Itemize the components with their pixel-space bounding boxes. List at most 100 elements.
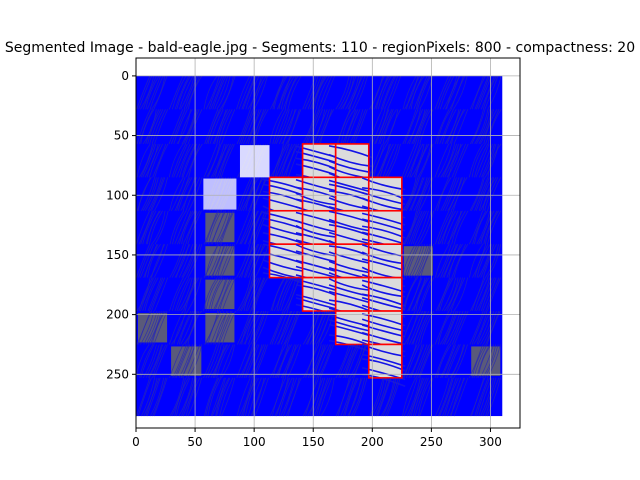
segment-stroke (187, 344, 203, 379)
segment-stroke (175, 344, 191, 379)
segment-stroke (245, 177, 260, 211)
segment-stroke (278, 344, 292, 378)
segment (270, 75, 302, 110)
segment-stroke (476, 210, 491, 245)
segment-stroke (174, 344, 189, 379)
segment-stroke (484, 75, 499, 110)
segment-stroke (309, 75, 324, 110)
segment-stroke (487, 75, 502, 110)
segment (236, 243, 269, 278)
segment-stroke (483, 210, 498, 245)
segment-stroke (136, 109, 151, 145)
segment-stroke (154, 143, 169, 178)
segment-stroke (173, 143, 188, 178)
y-tick-label: 150 (106, 248, 129, 262)
chart-title: Segmented Image - bald-eagle.jpg - Segme… (5, 40, 635, 56)
segment-stroke (405, 344, 420, 378)
segment-stroke (415, 177, 430, 211)
segment-stroke (309, 377, 324, 417)
segment-stroke (413, 177, 428, 211)
segment-stroke (349, 109, 364, 145)
segment-stroke (384, 143, 399, 178)
segment-stroke (486, 244, 501, 278)
segment-stroke (405, 75, 420, 110)
segment-stroke (254, 277, 269, 312)
segment-stroke (480, 277, 495, 312)
segment-stroke (203, 377, 218, 417)
segment-stroke (182, 377, 198, 417)
segment-stroke (402, 277, 417, 312)
segment-stroke (410, 377, 425, 417)
segment-stroke (382, 377, 397, 417)
segment-stroke (207, 109, 222, 145)
segment-stroke (417, 377, 432, 417)
segment-stroke (475, 109, 490, 145)
segment-stroke (380, 75, 395, 110)
segment (335, 377, 368, 417)
segment-stroke (219, 377, 234, 417)
segment-stroke (302, 310, 317, 345)
segment-stroke (469, 310, 484, 345)
segment-stroke (178, 344, 194, 379)
segment (470, 377, 501, 417)
segment-stroke (287, 344, 302, 379)
segment (401, 143, 434, 178)
segment-stroke (214, 310, 229, 345)
segment-stroke (434, 243, 450, 278)
segment-stroke (182, 210, 198, 245)
segment-stroke (349, 344, 364, 379)
segment-stroke (145, 75, 160, 110)
segment-stroke (282, 377, 297, 417)
segment-stroke (241, 244, 256, 278)
segment-stroke (307, 75, 322, 110)
segment-stroke (420, 210, 435, 245)
segment-stroke (437, 244, 452, 278)
segment-stroke (453, 210, 469, 245)
segment-stroke (351, 344, 366, 379)
segment-stroke (168, 310, 184, 345)
segment-stroke (406, 210, 421, 245)
segment-stroke (487, 109, 502, 145)
segment-stroke (404, 75, 419, 110)
segment-stroke (417, 75, 432, 110)
segment-stroke (441, 344, 456, 379)
segment-stroke (181, 143, 196, 178)
segment-stroke (150, 377, 165, 417)
segment-stroke (318, 310, 333, 345)
segment-stroke (276, 75, 291, 110)
segment-stroke (403, 244, 418, 278)
segment-stroke (276, 310, 291, 345)
segment-stroke (480, 377, 495, 417)
segment-stroke (286, 310, 301, 345)
segment-stroke (154, 210, 169, 245)
segment-stroke (450, 277, 466, 312)
segment-stroke (404, 109, 419, 145)
segment-stroke (284, 75, 299, 110)
segment-stroke (214, 244, 229, 278)
segment-stroke (287, 377, 302, 417)
segment-stroke (136, 143, 151, 178)
segment-stroke (353, 75, 368, 110)
segment-stroke (272, 143, 287, 178)
segment-stroke (417, 109, 432, 145)
segment-stroke (320, 377, 335, 417)
segment-stroke (446, 344, 461, 378)
segment-stroke (444, 377, 459, 417)
segment-stroke (241, 75, 256, 110)
segment-stroke (486, 377, 501, 417)
segment-stroke (405, 244, 420, 278)
segment-stroke (480, 244, 495, 278)
segment-stroke (278, 377, 293, 417)
segment (168, 109, 203, 145)
segment-stroke (351, 109, 366, 145)
segment (402, 109, 434, 145)
segment-stroke (236, 377, 251, 417)
segment-stroke (469, 109, 484, 145)
segment-stroke (444, 143, 459, 178)
segment-stroke (151, 177, 166, 211)
segment-stroke (408, 210, 423, 245)
segment-stroke (174, 377, 189, 417)
segment-stroke (214, 210, 229, 245)
segment-stroke (471, 75, 486, 110)
segment-stroke (252, 243, 267, 278)
